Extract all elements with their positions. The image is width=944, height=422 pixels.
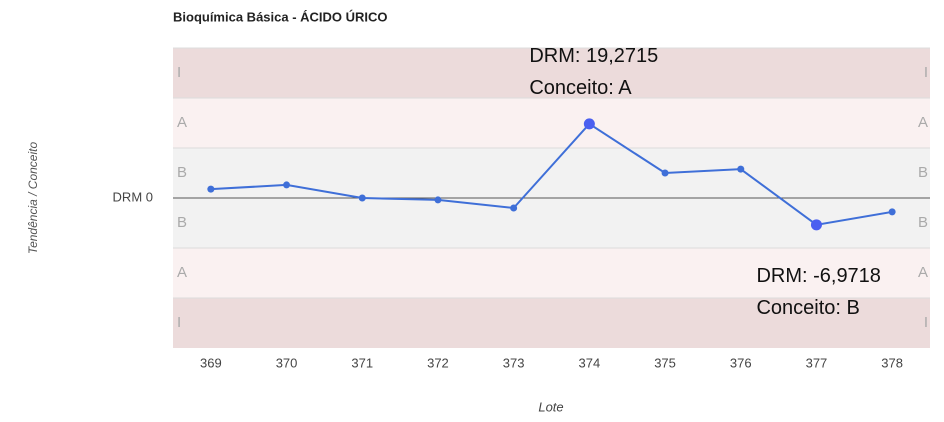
point <box>810 219 822 231</box>
point <box>661 169 669 177</box>
band-label: I <box>177 314 181 331</box>
x-tick-label: 370 <box>276 355 298 370</box>
band-label: B <box>918 164 928 181</box>
annotation: DRM: 19,2715 <box>529 45 658 67</box>
point <box>207 185 215 193</box>
y-axis-label: Tendência / Conceito <box>26 142 40 255</box>
x-tick-label: 375 <box>654 355 676 370</box>
point <box>510 204 518 212</box>
x-tick-label: 371 <box>351 355 373 370</box>
annotation: Conceito: B <box>756 297 859 319</box>
band-label: I <box>177 64 181 81</box>
band <box>173 48 930 98</box>
band <box>173 148 930 198</box>
point <box>358 194 366 202</box>
band-label: A <box>918 264 928 281</box>
band-label: I <box>924 314 928 331</box>
line <box>210 122 893 226</box>
band <box>173 98 930 148</box>
chart-title: Bioquímica Básica - ÁCIDO ÚRICO <box>173 9 388 24</box>
band <box>173 198 930 248</box>
annotation: DRM: -6,9718 <box>756 265 881 287</box>
point <box>888 208 896 216</box>
annotation: Conceito: A <box>529 77 632 99</box>
band-label: B <box>177 214 187 231</box>
point <box>583 118 595 130</box>
point <box>283 181 291 189</box>
x-tick-label: 369 <box>200 355 222 370</box>
band-label: B <box>918 214 928 231</box>
x-tick-label: 377 <box>806 355 828 370</box>
x-tick-label: 372 <box>427 355 449 370</box>
band-label: B <box>177 164 187 181</box>
band-label: A <box>177 264 187 281</box>
point <box>737 165 745 173</box>
band-label: A <box>918 114 928 131</box>
x-tick-label: 376 <box>730 355 752 370</box>
band <box>173 298 930 348</box>
x-axis-label: Lote <box>538 399 563 414</box>
x-tick-label: 374 <box>578 355 600 370</box>
point <box>434 196 442 204</box>
band-label: I <box>924 64 928 81</box>
x-tick-label: 378 <box>881 355 903 370</box>
y-tick-label: DRM 0 <box>113 189 153 204</box>
x-tick-label: 373 <box>503 355 525 370</box>
band <box>173 248 930 298</box>
band-label: A <box>177 114 187 131</box>
